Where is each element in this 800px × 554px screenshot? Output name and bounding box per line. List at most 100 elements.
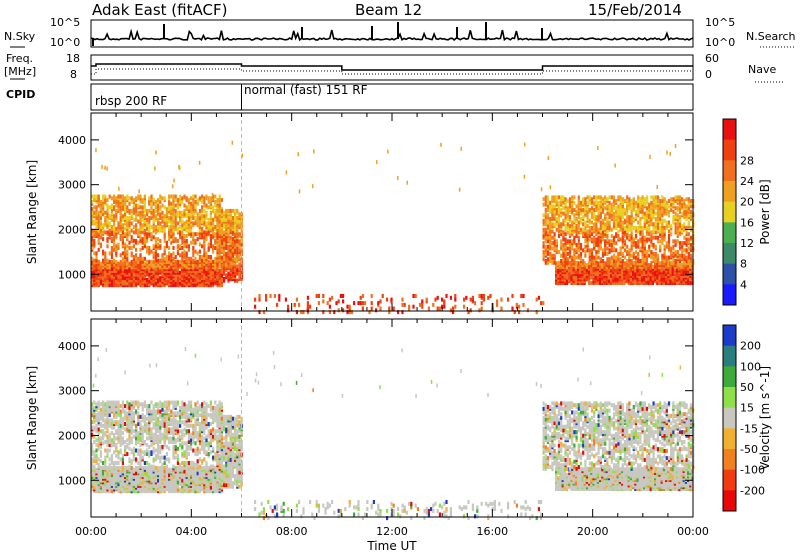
data-cell [159,205,162,210]
data-cell [582,227,585,232]
data-cell [231,256,234,261]
data-cell [634,250,638,255]
data-cell [124,226,127,231]
data-cell [348,308,351,313]
data-cell [185,251,188,256]
data-cell [564,232,567,237]
data-cell [231,237,234,242]
data-cell [102,237,105,242]
data-cell [551,229,554,234]
data-cell [641,244,644,249]
data-cell [201,199,204,204]
data-cell [689,204,693,209]
data-cell [220,269,223,274]
data-cell [674,206,677,211]
data-cell [157,465,160,470]
data-cell [597,146,599,150]
data-cell [141,465,144,470]
data-cell [643,215,646,220]
data-cell [225,242,228,247]
data-cell [648,202,651,207]
data-cell [584,225,587,230]
data-cell [97,217,100,222]
data-cell [150,205,153,210]
data-cell [618,263,621,268]
data-cell [577,220,580,225]
data-cell [174,259,177,264]
data-cell [287,304,290,309]
data-cell [670,224,673,229]
data-cell [174,194,177,199]
data-cell [157,258,160,263]
data-cell [135,203,138,208]
data-cell [137,228,140,233]
data-cell [146,465,149,470]
data-cell [630,259,633,263]
data-cell [555,208,558,212]
data-cell [480,301,483,306]
data-cell [220,283,223,288]
data-cell [113,221,116,226]
data-cell [170,258,173,263]
data-cell [681,253,684,258]
data-cell [419,302,422,307]
data-cell [172,256,175,261]
data-cell [562,206,565,211]
data-cell [590,251,594,256]
data-cell [592,261,595,266]
data-cell [113,226,116,231]
data-cell [670,260,673,265]
data-cell [542,257,545,262]
data-cell [370,301,373,306]
data-cell [544,195,547,200]
data-cell [568,197,572,202]
data-cell [183,234,186,238]
data-cell [608,239,611,244]
data-cell [128,196,131,201]
data-cell [449,308,452,313]
data-cell [667,261,670,266]
colorbar-segment [723,284,736,306]
colorbar-segment [723,119,736,141]
data-cell [681,229,684,234]
data-cell [97,221,100,226]
data-cell [214,246,217,250]
data-cell [546,213,550,218]
data-cell [108,465,111,470]
data-cell [381,294,384,298]
data-cell [234,228,237,233]
data-cell [627,263,630,268]
data-cell [518,304,521,309]
data-cell [582,215,585,220]
data-cell [143,244,146,249]
data-cell [610,242,613,247]
data-cell [421,304,424,309]
data-cell [573,213,576,218]
colorbar-segment [723,181,736,203]
data-cell [168,232,171,237]
data-cell [656,239,660,244]
data-cell [661,253,664,258]
data-cell [218,208,221,213]
data-cell [223,230,226,235]
data-cell [595,255,598,260]
data-cell [106,203,109,208]
data-cell [628,197,631,202]
data-cell [146,226,149,231]
data-cell [141,230,144,235]
data-cell [654,244,657,249]
data-cell [333,310,336,315]
data-cell [115,244,118,249]
data-cell [170,201,173,206]
data-cell [665,261,668,266]
data-cell [689,199,693,203]
data-cell [667,199,671,203]
data-cell [141,205,144,210]
data-cell [192,249,195,254]
data-cell [667,224,671,229]
data-cell [139,205,142,210]
data-cell [276,302,279,307]
data-cell [179,270,182,275]
data-cell [110,225,113,229]
data-cell [474,301,477,306]
